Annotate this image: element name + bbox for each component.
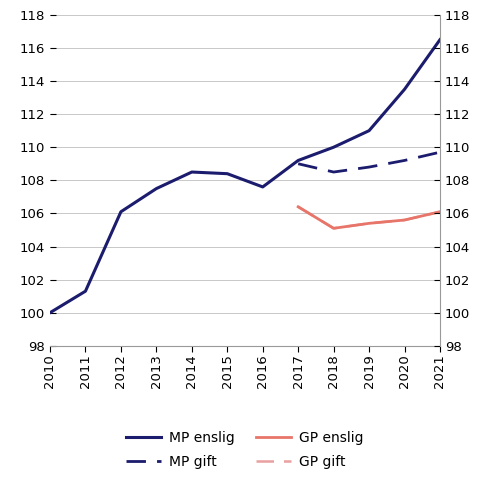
- Legend: MP enslig, MP gift, GP enslig, GP gift: MP enslig, MP gift, GP enslig, GP gift: [121, 425, 369, 474]
